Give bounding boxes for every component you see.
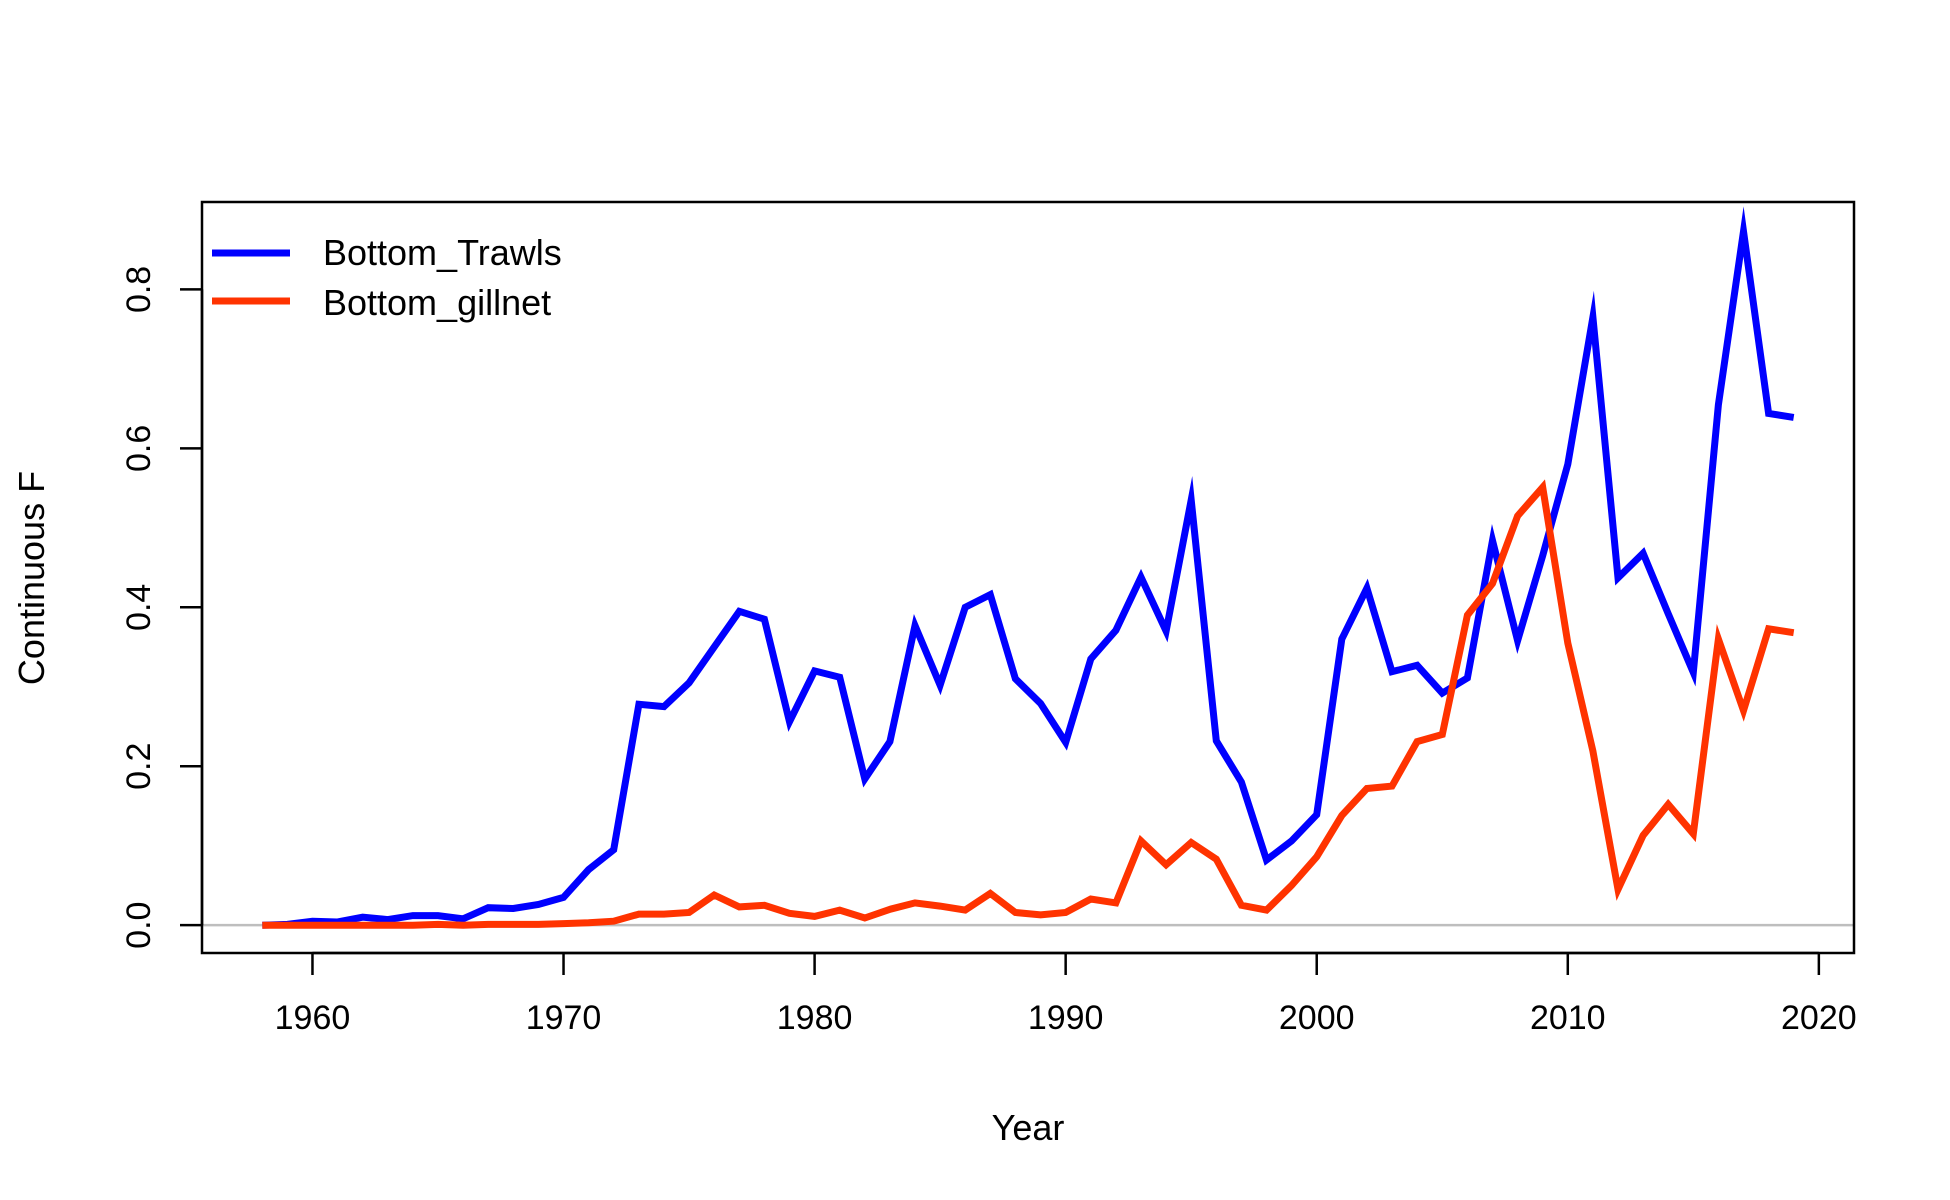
x-tick-label: 1960 xyxy=(275,999,351,1037)
legend-label-bottom-gillnet: Bottom_gillnet xyxy=(323,282,551,323)
x-tick-label: 2010 xyxy=(1530,999,1606,1037)
y-tick-label: 0.0 xyxy=(120,902,158,949)
x-axis-title: Year xyxy=(992,1107,1065,1148)
y-axis: 0.0 0.2 0.4 0.6 0.8 xyxy=(120,266,204,949)
x-axis: 1960 1970 1980 1990 2000 2010 2020 xyxy=(275,951,1857,1037)
y-tick-label: 0.8 xyxy=(120,266,158,313)
plot-layer xyxy=(202,206,1854,929)
x-tick-label: 2000 xyxy=(1279,999,1355,1037)
x-tick-label: 1990 xyxy=(1028,999,1104,1037)
x-tick-label: 2020 xyxy=(1781,999,1857,1037)
y-tick-label: 0.2 xyxy=(120,743,158,790)
legend-label-bottom-trawls: Bottom_Trawls xyxy=(323,232,562,273)
legend: Bottom_Trawls Bottom_gillnet xyxy=(212,232,562,323)
series-line-bottom-trawls xyxy=(262,206,1795,929)
x-tick-label: 1970 xyxy=(526,999,602,1037)
y-tick-label: 0.4 xyxy=(120,584,158,631)
x-tick-label: 1980 xyxy=(777,999,853,1037)
series-line-bottom-gillnet xyxy=(262,479,1795,929)
y-axis-title: Continuous F xyxy=(11,471,52,685)
y-tick-label: 0.6 xyxy=(120,425,158,472)
